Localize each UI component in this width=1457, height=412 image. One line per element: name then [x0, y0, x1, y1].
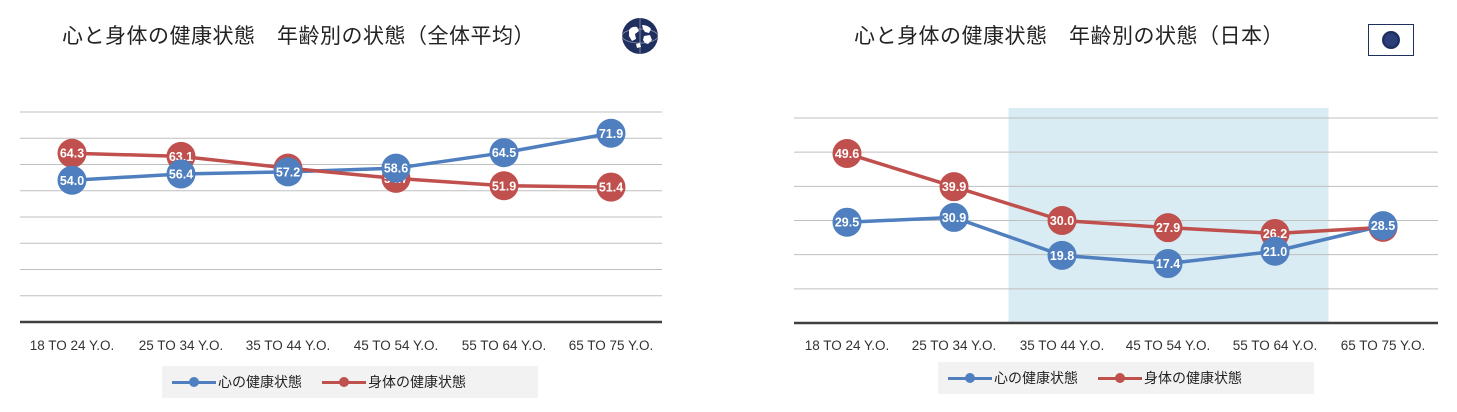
data-label-mental: 17.4	[1156, 257, 1180, 271]
data-label-mental: 64.5	[492, 146, 516, 160]
legend-label-mental: 心の健康状態	[994, 371, 1078, 387]
data-point-physical	[57, 138, 87, 168]
data-label-physical: 39.9	[942, 180, 966, 194]
data-label-physical: 64.3	[60, 147, 84, 161]
data-point-mental	[1260, 236, 1290, 266]
data-label-mental: 29.5	[835, 216, 859, 230]
data-label-physical: 49.6	[835, 147, 859, 161]
x-tick-label: 45 TO 54 Y.O.	[1126, 338, 1211, 353]
x-tick-label: 65 TO 75 Y.O.	[1341, 338, 1426, 353]
data-point-physical	[832, 139, 862, 169]
legend-item-mental: 心の健康状態	[948, 368, 1078, 388]
data-point-mental	[1368, 211, 1398, 241]
data-point-mental	[166, 159, 196, 189]
chart-plot-japan: 18 TO 24 Y.O. 25 TO 34 Y.O. 35 TO 44 Y.O. 4…	[794, 108, 1438, 353]
data-point-mental	[832, 207, 862, 237]
chart-panel-global: 心と身体の健康状態 年齢別の状態（全体平均） 18 TO 24 Y.O. 25 T…	[0, 0, 700, 412]
data-label-mental: 19.8	[1050, 249, 1074, 263]
data-label-mental: 54.0	[60, 174, 84, 188]
data-label-physical: 26.2	[1263, 227, 1287, 241]
x-tick-label: 45 TO 54 Y.O.	[354, 338, 439, 353]
data-point-physical	[489, 171, 519, 201]
x-tick-label: 25 TO 34 Y.O.	[139, 338, 224, 353]
data-point-mental	[1153, 249, 1183, 279]
globe-icon	[621, 18, 659, 54]
data-point-mental	[489, 138, 519, 168]
data-label-physical: 63.1	[169, 150, 193, 164]
data-label-physical: 51.4	[599, 181, 623, 195]
legend-swatch-mental	[948, 373, 992, 383]
data-label-physical: 30.0	[1050, 214, 1074, 228]
data-point-mental	[939, 202, 969, 232]
x-tick-label: 25 TO 34 Y.O.	[912, 338, 997, 353]
data-label-mental: 30.9	[942, 211, 966, 225]
data-point-physical	[939, 172, 969, 202]
x-tick-label: 18 TO 24 Y.O.	[805, 338, 890, 353]
data-label-mental: 57.2	[276, 165, 300, 179]
chart-title: 心と身体の健康状態 年齢別の状態（日本）	[854, 24, 1284, 48]
legend-swatch-physical	[1098, 373, 1142, 383]
data-point-mental	[1047, 240, 1077, 270]
series-line-mental	[846, 215, 1384, 266]
legend-label-physical: 身体の健康状態	[368, 375, 466, 391]
data-label-physical: 51.9	[492, 179, 516, 193]
legend-label-physical: 身体の健康状態	[1144, 371, 1242, 387]
data-label-mental: 58.6	[384, 162, 408, 176]
data-label-mental: 21.0	[1263, 245, 1287, 259]
chart-legend: 心の健康状態 身体の健康状態	[938, 362, 1314, 394]
x-tick-label: 65 TO 75 Y.O.	[569, 338, 654, 353]
legend-swatch-mental	[172, 377, 216, 387]
chart-title: 心と身体の健康状態 年齢別の状態（全体平均）	[62, 24, 535, 48]
legend-item-physical: 身体の健康状態	[1098, 368, 1242, 388]
data-label-mental: 71.9	[599, 127, 623, 141]
chart-panel-japan: 心と身体の健康状態 年齢別の状態（日本） 18 TO 24 Y.O. 25 TO …	[770, 0, 1457, 412]
x-tick-label: 55 TO 64 Y.O.	[462, 338, 547, 353]
data-label-physical: 27.9	[1156, 221, 1180, 235]
japan-flag-icon	[1368, 24, 1414, 56]
data-point-mental	[273, 157, 303, 187]
series-line-physical	[71, 151, 612, 189]
x-tick-label: 35 TO 44 Y.O.	[1020, 338, 1105, 353]
legend-label-mental: 心の健康状態	[218, 375, 302, 391]
series-line-physical	[846, 151, 1384, 236]
series-line-mental	[71, 131, 612, 182]
chart-legend: 心の健康状態 身体の健康状態	[162, 366, 538, 398]
data-point-mental	[596, 118, 626, 148]
x-tick-label: 55 TO 64 Y.O.	[1233, 338, 1318, 353]
data-point-physical	[1153, 213, 1183, 243]
x-tick-label: 18 TO 24 Y.O.	[30, 338, 115, 353]
data-label-mental: 28.5	[1371, 219, 1395, 233]
data-label-mental: 56.4	[169, 167, 193, 181]
x-tick-label: 35 TO 44 Y.O.	[246, 338, 331, 353]
data-point-mental	[381, 153, 411, 183]
data-point-mental	[57, 165, 87, 195]
legend-swatch-physical	[322, 377, 366, 387]
chart-plot-global: 18 TO 24 Y.O. 25 TO 34 Y.O. 35 TO 44 Y.O. 4…	[20, 111, 662, 353]
legend-item-mental: 心の健康状態	[172, 372, 302, 392]
data-point-physical	[596, 172, 626, 202]
data-point-physical	[1047, 206, 1077, 235]
legend-item-physical: 身体の健康状態	[322, 372, 466, 392]
